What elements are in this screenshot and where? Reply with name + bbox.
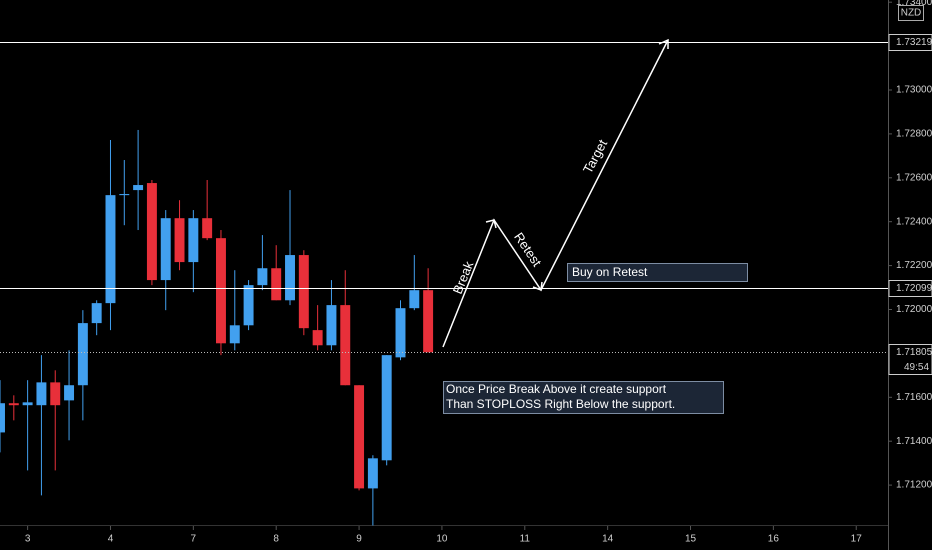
- candle-body: [367, 458, 378, 489]
- candle-body: [174, 218, 185, 263]
- x-tick-label: 17: [851, 534, 863, 545]
- candle-body: [298, 255, 309, 329]
- candle-body: [119, 194, 130, 196]
- candle-body: [340, 305, 351, 386]
- level-label: 1.73219: [896, 37, 932, 48]
- candle-body: [423, 290, 434, 353]
- y-tick-label: 1.72400: [896, 216, 932, 227]
- y-tick-label: 1.71200: [896, 480, 932, 491]
- note-box: [443, 381, 724, 414]
- note-line: Than STOPLOSS Right Below the support.: [446, 397, 675, 411]
- candle-body: [312, 330, 323, 346]
- candle-body: [285, 255, 295, 301]
- level-label-box: [888, 280, 932, 297]
- candle-body: [188, 218, 199, 263]
- arrow-head: [485, 219, 497, 229]
- x-tick-label: 10: [436, 534, 448, 545]
- plot-area: [0, 42, 888, 526]
- candle-body: [146, 183, 157, 281]
- y-tick-label: 1.72000: [896, 304, 932, 315]
- path-arrow: [442, 39, 669, 348]
- candle-body: [36, 382, 47, 406]
- x-tick-label: 9: [356, 534, 362, 545]
- y-tick-label: 1.71400: [896, 436, 932, 447]
- currency: NZD: [901, 8, 922, 19]
- currency-box: [898, 5, 924, 21]
- x-tick-label: 11: [520, 534, 531, 545]
- x-tick-label: 8: [273, 534, 279, 545]
- arrow-head: [658, 38, 669, 49]
- y-tick-label: 1.73000: [896, 85, 932, 96]
- x-tick-label: 7: [191, 534, 197, 545]
- candle-body: [229, 325, 240, 344]
- y-tick-label: 1.72200: [896, 260, 932, 271]
- x-tick-label: 4: [108, 534, 114, 545]
- candle-body: [105, 195, 116, 304]
- y-tick-label: 1.73400: [896, 0, 932, 8]
- arrow-head: [532, 281, 543, 292]
- y-tick-label: 1.72800: [896, 129, 932, 140]
- y-tick-label: 1.71600: [896, 392, 932, 403]
- candle-body: [354, 385, 365, 489]
- candle-body: [243, 285, 254, 326]
- candle-body: [133, 185, 144, 191]
- x-tick-label: 16: [768, 534, 780, 545]
- candle-body: [257, 268, 268, 286]
- level-label-box: [888, 34, 932, 51]
- level-label: 1.72099: [896, 283, 932, 294]
- last-price-box: [888, 344, 932, 375]
- candle-body: [8, 403, 19, 406]
- last-price-label: 1.71805: [896, 347, 932, 358]
- candle-body: [91, 303, 102, 324]
- candle-body: [409, 290, 420, 309]
- candle-body: [50, 382, 61, 406]
- candle-body: [22, 402, 33, 406]
- candle-body: [202, 218, 213, 239]
- countdown: 49:54: [904, 362, 929, 373]
- y-tick-label: 1.72600: [896, 172, 932, 183]
- x-tick-label: 15: [685, 534, 697, 545]
- price-axis: 1.71200 1.71400 1.71600 1.72000 1.72200 1.724…: [25, 0, 932, 545]
- candle-body: [160, 218, 171, 281]
- candle-body: [0, 403, 5, 433]
- candle-body: [381, 355, 392, 461]
- candle-body: [395, 308, 406, 358]
- candle-body: [326, 305, 337, 346]
- buy-box: [567, 263, 748, 282]
- x-tick-label: 3: [25, 534, 31, 545]
- arrows: [442, 38, 669, 348]
- candle-body: [77, 323, 88, 386]
- buy-box-text: Buy on Retest: [572, 265, 648, 279]
- candle-body: [64, 385, 75, 401]
- candle-body: [215, 238, 226, 344]
- note-line: Once Price Break Above it create support: [446, 382, 667, 396]
- x-tick-label: 14: [602, 534, 614, 545]
- candle-body: [271, 268, 282, 301]
